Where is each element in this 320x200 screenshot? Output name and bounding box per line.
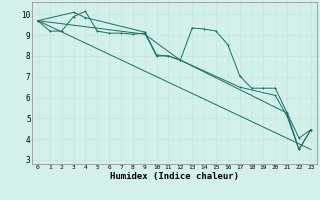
X-axis label: Humidex (Indice chaleur): Humidex (Indice chaleur)	[110, 172, 239, 181]
